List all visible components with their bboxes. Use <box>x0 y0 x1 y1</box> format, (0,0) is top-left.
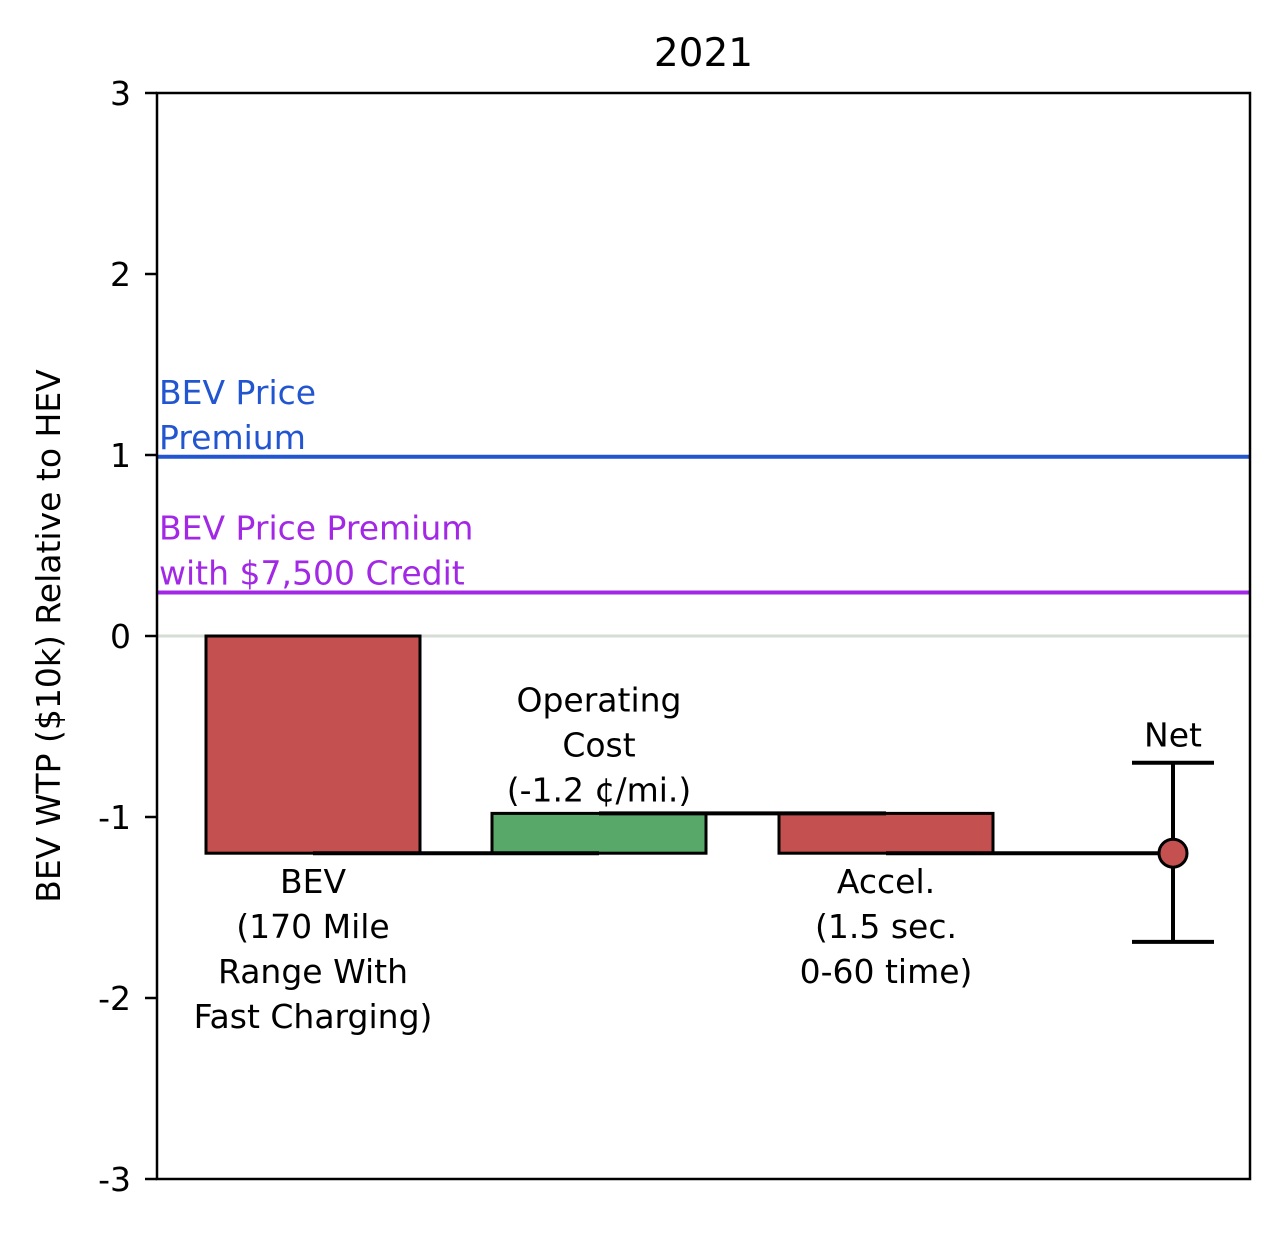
step-label: 0-60 time) <box>800 952 973 991</box>
step-label: (-1.2 ¢/mi.) <box>507 770 692 809</box>
step-label: Operating <box>517 680 682 719</box>
y-tick-label: -3 <box>98 1160 131 1199</box>
reference-line-1-label: BEV Price <box>159 373 316 412</box>
y-tick-label: 0 <box>110 617 131 656</box>
y-tick-label: -2 <box>98 979 131 1018</box>
step-label: Range With <box>218 952 408 991</box>
reference-line-1-label: Premium <box>159 418 306 457</box>
step-label: (1.5 sec. <box>815 907 957 946</box>
net-marker <box>1157 837 1189 869</box>
y-tick-label: 1 <box>110 436 131 475</box>
net-label: Net <box>1144 716 1202 755</box>
reference-line-2-label: with $7,500 Credit <box>159 554 465 593</box>
step-label: Accel. <box>837 862 935 901</box>
bar-operating-cost <box>490 811 708 855</box>
y-axis-label: BEV WTP ($10k) Relative to HEV <box>29 369 68 903</box>
step-label: (170 Mile <box>236 907 389 946</box>
step-label: Cost <box>562 725 635 764</box>
step-label: BEV <box>280 862 346 901</box>
step-label: Fast Charging) <box>194 997 433 1036</box>
bar-accel- <box>777 811 995 855</box>
y-tick-label: 2 <box>110 255 131 294</box>
y-tick-label: -1 <box>98 798 131 837</box>
reference-line-2-label: BEV Price Premium <box>159 509 473 548</box>
chart-title: 2021 <box>654 31 753 76</box>
bar-bev <box>204 634 422 855</box>
y-tick-label: 3 <box>110 74 131 113</box>
